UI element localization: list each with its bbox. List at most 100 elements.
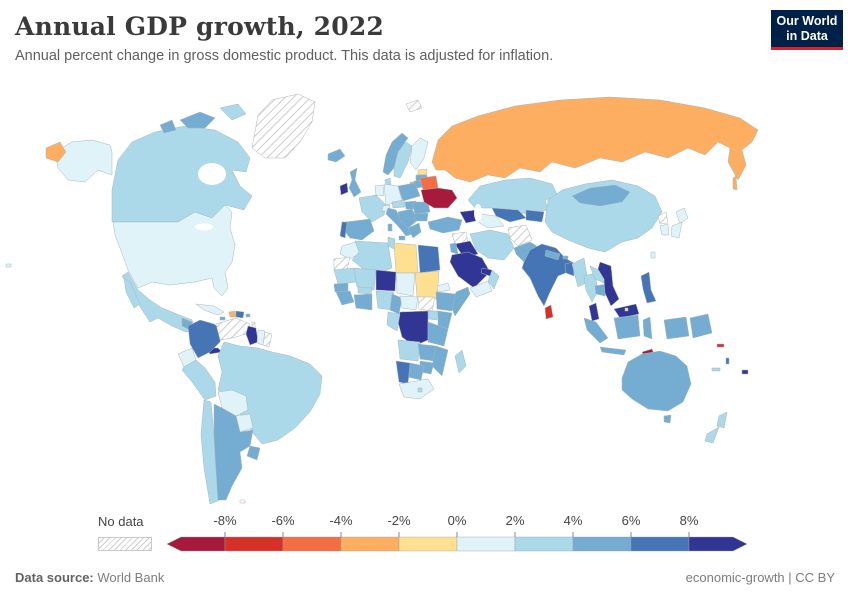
region-new-zealand-south[interactable]	[704, 426, 720, 444]
legend-segment-lt-neg8[interactable]	[166, 536, 226, 552]
region-south-korea[interactable]	[659, 223, 670, 236]
region-mali[interactable]	[353, 267, 377, 291]
region-congo-gabon[interactable]	[386, 311, 401, 332]
region-baja-california[interactable]	[123, 277, 141, 309]
region-papua-new-guinea[interactable]	[689, 313, 713, 339]
region-romania[interactable]	[411, 201, 431, 215]
region-guinea-group[interactable]	[335, 290, 355, 306]
region-bhutan[interactable]	[562, 255, 569, 260]
region-sweden[interactable]	[393, 141, 413, 179]
region-french-guiana[interactable]	[262, 331, 273, 348]
region-bulgaria[interactable]	[413, 212, 429, 222]
region-brazil[interactable]	[217, 341, 323, 445]
region-libya[interactable]	[393, 242, 419, 274]
region-venezuela[interactable]	[215, 317, 251, 341]
region-kalimantan[interactable]	[613, 314, 641, 340]
region-mozambique[interactable]	[431, 345, 449, 377]
region-chad[interactable]	[395, 272, 416, 297]
region-afghanistan[interactable]	[507, 224, 533, 247]
region-sakhalin[interactable]	[732, 175, 738, 191]
region-mongolia[interactable]	[571, 184, 631, 207]
region-senegal[interactable]	[333, 282, 349, 293]
region-sri-lanka[interactable]	[544, 304, 554, 320]
region-eritrea[interactable]	[436, 282, 451, 293]
region-vietnam[interactable]	[597, 261, 620, 307]
region-tanzania[interactable]	[427, 321, 449, 347]
region-tunisia[interactable]	[387, 236, 396, 250]
region-western-sahara[interactable]	[333, 256, 351, 271]
region-greece[interactable]	[407, 222, 422, 239]
region-turkey[interactable]	[427, 216, 463, 234]
region-ethiopia[interactable]	[435, 291, 457, 312]
region-canadian-arctic-2[interactable]	[219, 103, 247, 121]
region-west-papua[interactable]	[663, 316, 690, 340]
region-saudi-arabia[interactable]	[449, 251, 491, 289]
legend-segment-6-8[interactable]	[630, 536, 690, 552]
region-new-zealand-north[interactable]	[716, 411, 728, 429]
region-laos[interactable]	[589, 265, 605, 284]
legend-segment-0-2[interactable]	[456, 536, 516, 552]
region-fiji[interactable]	[741, 369, 749, 375]
region-mauritania[interactable]	[333, 267, 358, 285]
region-oman[interactable]	[487, 269, 500, 290]
region-taiwan[interactable]	[650, 251, 656, 259]
region-uruguay[interactable]	[246, 445, 261, 461]
region-italy[interactable]	[385, 207, 413, 237]
region-sicily[interactable]	[398, 235, 406, 241]
credit-line[interactable]: economic-growth | CC BY	[685, 570, 835, 585]
region-puerto-rico[interactable]	[245, 313, 251, 318]
region-burkina-faso[interactable]	[357, 286, 373, 295]
region-somalia[interactable]	[451, 286, 471, 317]
region-alaska[interactable]	[54, 139, 113, 183]
region-namibia[interactable]	[395, 360, 411, 385]
region-haiti[interactable]	[228, 310, 237, 318]
legend-segment-neg4-neg2[interactable]	[340, 536, 400, 552]
region-kazakhstan[interactable]	[467, 177, 559, 215]
legend-color-bar[interactable]	[150, 530, 770, 556]
region-uganda[interactable]	[427, 310, 439, 321]
region-cambodia[interactable]	[594, 283, 608, 297]
region-nepal[interactable]	[544, 249, 561, 261]
region-russia[interactable]	[431, 96, 759, 183]
owid-logo[interactable]: Our World in Data	[771, 10, 843, 50]
region-poland[interactable]	[397, 182, 421, 202]
region-india[interactable]	[521, 243, 573, 307]
region-hawaii[interactable]	[5, 263, 12, 268]
region-lesotho[interactable]	[417, 387, 423, 393]
region-cuba[interactable]	[195, 303, 225, 316]
legend-segment-2-4[interactable]	[514, 536, 574, 552]
legend-segment-neg6-neg4[interactable]	[282, 536, 342, 552]
region-japan-north[interactable]	[675, 207, 689, 225]
legend-segment-neg2-0[interactable]	[398, 536, 458, 552]
legend-segment-gt-8[interactable]	[688, 536, 748, 552]
region-united-kingdom[interactable]	[348, 167, 362, 198]
region-chukotka[interactable]	[45, 141, 67, 163]
region-canada[interactable]	[111, 125, 253, 223]
region-jamaica[interactable]	[219, 316, 226, 321]
region-finland[interactable]	[409, 137, 429, 171]
region-france[interactable]	[358, 194, 387, 223]
region-tasmania[interactable]	[663, 414, 672, 424]
region-south-africa[interactable]	[398, 378, 435, 400]
region-dominican-republic[interactable]	[235, 310, 245, 319]
region-austria-czechia[interactable]	[391, 199, 406, 209]
region-australia[interactable]	[621, 350, 692, 412]
region-solomon-islands[interactable]	[716, 343, 725, 348]
region-spain[interactable]	[343, 218, 375, 241]
region-canadian-arctic-1[interactable]	[179, 111, 216, 129]
region-vanuatu[interactable]	[725, 357, 730, 365]
legend-no-data-swatch[interactable]	[98, 537, 152, 551]
region-sudan[interactable]	[414, 270, 440, 300]
region-java[interactable]	[599, 346, 627, 356]
region-portugal[interactable]	[339, 221, 348, 239]
region-sulawesi[interactable]	[642, 316, 653, 340]
region-uzbekistan[interactable]	[491, 207, 527, 223]
region-japan-south[interactable]	[670, 221, 683, 239]
region-kyrgyzstan-tajikistan[interactable]	[525, 209, 545, 223]
region-new-caledonia[interactable]	[711, 367, 721, 372]
region-sumatra[interactable]	[583, 317, 609, 344]
region-svalbard[interactable]	[405, 99, 423, 113]
region-guyana[interactable]	[245, 325, 259, 346]
region-sardinia[interactable]	[387, 223, 393, 232]
region-brunei[interactable]	[624, 307, 629, 312]
